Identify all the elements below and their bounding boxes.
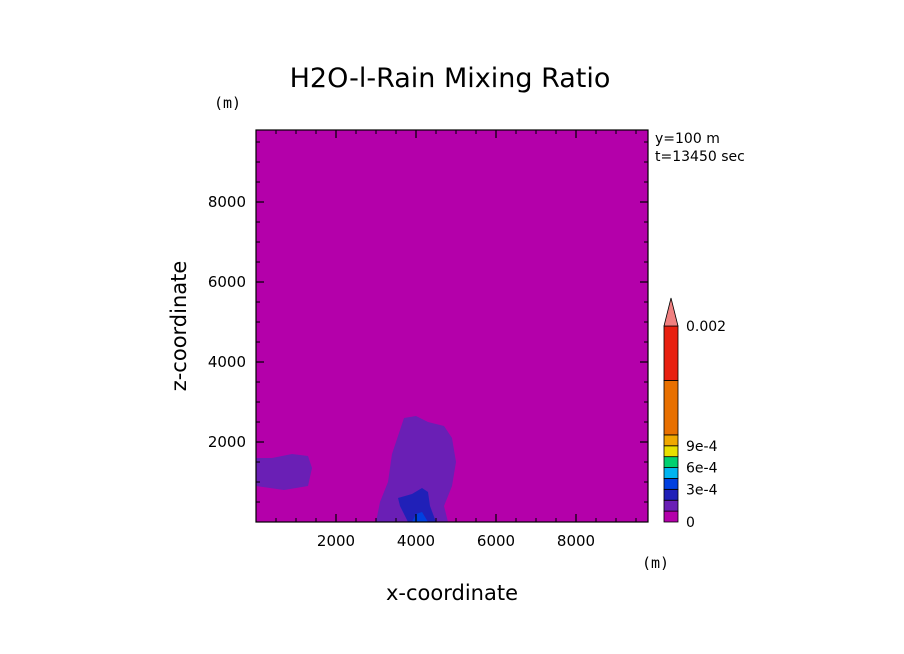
colorbar-segment [663, 467, 679, 479]
x-tick-label: 6000 [477, 532, 515, 550]
colorbar-segment [663, 510, 679, 523]
colorbar-label: 0.002 [686, 319, 726, 335]
y-axis-label: z-coordinate [167, 261, 191, 392]
colorbar-segment [663, 325, 679, 381]
contour-regions [256, 416, 456, 522]
colorbar-segment [663, 456, 679, 468]
x-tick-label: 8000 [557, 532, 595, 550]
colorbar: 0 3e-4 6e-4 9e-4 0.002 [663, 297, 726, 531]
colorbar-segment [663, 434, 679, 447]
colorbar-segment [663, 380, 679, 436]
rain-region-main [376, 416, 456, 522]
y-axis-unit: (m) [214, 94, 241, 112]
y-tick-label: 6000 [208, 273, 246, 291]
colorbar-extend-arrow [663, 297, 679, 327]
colorbar-segment [663, 445, 679, 458]
x-axis-label: x-coordinate [386, 581, 518, 605]
x-axis-ticks: 2000 4000 6000 8000 [275, 130, 637, 550]
rain-region-left [256, 454, 312, 490]
y-axis-ticks: 2000 4000 6000 8000 [208, 141, 648, 503]
colorbar-segment [663, 499, 679, 512]
colorbar-label: 3e-4 [686, 482, 718, 498]
x-tick-label: 2000 [317, 532, 355, 550]
colorbar-label: 9e-4 [686, 439, 718, 455]
colorbar-segment [663, 478, 679, 490]
info-time: t=13450 sec [655, 149, 745, 165]
plot-frame [255, 129, 649, 523]
colorbar-segment [663, 488, 679, 501]
y-tick-label: 2000 [208, 433, 246, 451]
colorbar-label: 0 [686, 515, 695, 531]
colorbar-label: 6e-4 [686, 461, 718, 477]
x-tick-label: 4000 [397, 532, 435, 550]
chart-title: H2O-l-Rain Mixing Ratio [290, 63, 611, 94]
info-location: y=100 m [655, 131, 720, 147]
rain-region-core [398, 488, 436, 522]
y-tick-label: 4000 [208, 353, 246, 371]
x-axis-unit: (m) [642, 554, 669, 572]
y-tick-label: 8000 [208, 193, 246, 211]
